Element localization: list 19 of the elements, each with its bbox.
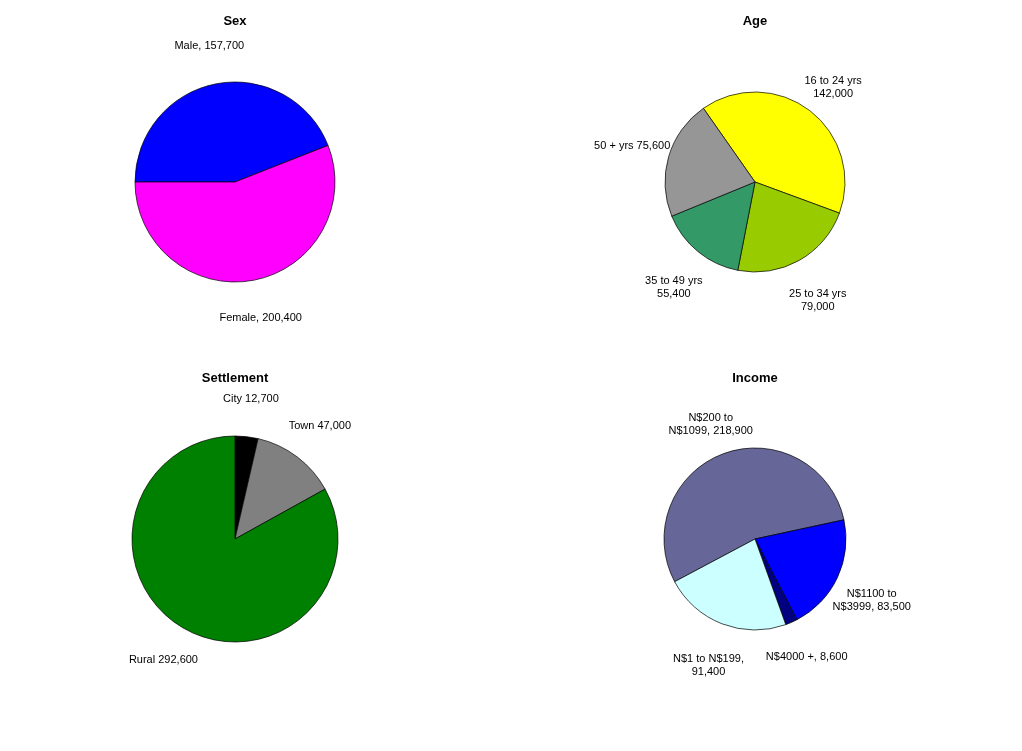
chart-title: Sex — [223, 13, 248, 28]
chart-title: Income — [732, 370, 778, 385]
slice-label: N$200 to N$1099, 218,900 — [668, 410, 753, 436]
slice-label: 25 to 34 yrs 79,000 — [789, 286, 848, 312]
slice-label: Town 47,000 — [288, 419, 352, 432]
slice-label: N$1100 to N$3999, 83,500 — [832, 586, 911, 612]
slice-label: Female, 200,400 — [219, 310, 302, 323]
chart-title: Settlement — [201, 370, 269, 385]
slice-label: N$4000 +, 8,600 — [765, 650, 848, 663]
slice-label: 35 to 49 yrs 55,400 — [645, 273, 704, 299]
slice-label: 50 + yrs 75,600 — [594, 138, 671, 151]
slice-label: N$1 to N$199, 91,400 — [673, 652, 744, 678]
chart-title: Age — [742, 13, 768, 28]
slice-label: Male, 157,700 — [174, 39, 245, 52]
slice-label: City 12,700 — [223, 391, 279, 404]
pie-slice — [234, 438, 326, 540]
slice-label: 16 to 24 yrs 142,000 — [804, 73, 863, 99]
pie-slice — [131, 435, 339, 643]
slice-label: Rural 292,600 — [128, 653, 198, 666]
